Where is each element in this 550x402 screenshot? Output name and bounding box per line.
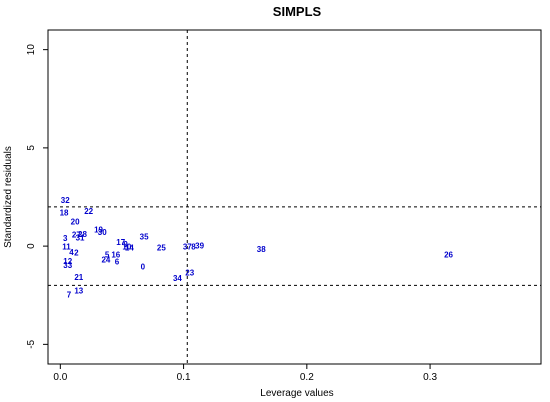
point-label: 30 [98,228,107,237]
y-tick-label: 10 [26,44,37,56]
x-tick-label: 0.1 [177,372,191,383]
x-tick-label: 0.3 [423,372,437,383]
point-label: 0 [141,263,146,272]
point-label: 19 [94,225,103,234]
point-label: 4 [69,248,74,257]
reference-lines [48,30,541,364]
point-label: 24 [101,255,110,264]
point-label: 13 [74,286,83,295]
point-label: 5 [105,250,110,259]
point-label: 12 [63,257,72,266]
point-label: 27 [72,230,81,239]
point-label: 16 [111,250,120,259]
point-label: 33 [63,261,72,270]
point-label: 14 [125,244,134,253]
y-axis-label: Standardized residuals [3,146,14,248]
point-label: 21 [74,273,83,282]
x-tick-label: 0.2 [300,372,314,383]
y-tick-label: 0 [26,243,37,249]
point-label: 7 [67,290,72,299]
point-label: 2 [74,248,79,257]
point-label: 3 [63,234,68,243]
point-label: 9 [123,240,128,249]
point-label: 10 [122,243,131,252]
point-label: 11 [62,243,71,252]
y-tick-label: -5 [26,339,37,348]
point-label: 20 [71,218,80,227]
point-label: 31 [76,233,85,242]
point-label: 38 [257,245,266,254]
plot-frame [47,29,542,365]
x-axis-label: Leverage values [260,388,333,399]
point-label: 23 [185,269,194,278]
y-axis: -5 0 5 10 [26,44,48,349]
point-label: 6 [115,257,120,266]
x-axis: 0.0 0.1 0.2 0.3 [53,364,437,383]
point-label: 8 [191,243,196,252]
point-label: 34 [173,274,182,283]
point-label: 39 [195,242,204,251]
y-tick-label: 5 [26,145,37,151]
point-label: 26 [444,250,453,259]
point-label: 25 [157,244,166,253]
point-label: 18 [60,208,69,217]
x-tick-label: 0.0 [53,372,67,383]
point-label: 32 [61,196,70,205]
point-label: 17 [116,238,125,247]
point-label: 35 [140,233,149,242]
point-label: 37 [183,243,192,252]
point-label: 22 [84,207,93,216]
point-label: 28 [78,230,87,239]
chart-title: SIMPLS [273,4,322,19]
